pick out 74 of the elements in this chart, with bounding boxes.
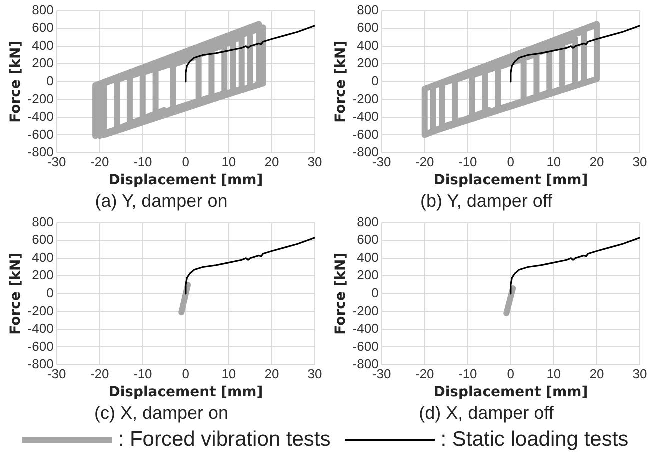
legend-label: : Static loading tests (440, 428, 629, 452)
legend-label: : Forced vibration tests (118, 428, 331, 452)
y-tick-label: 0 (372, 73, 379, 88)
y-tick-label: -400 (28, 321, 54, 336)
y-tick-label: -400 (352, 109, 379, 124)
x-tick-label: -20 (415, 366, 434, 382)
text: (c) X, damper on (94, 403, 229, 424)
x-tick-label: 20 (264, 366, 280, 382)
x-tick-label: 10 (546, 154, 562, 170)
y-tick-label: -200 (28, 303, 54, 318)
x-tick-label: 0 (182, 366, 190, 382)
x-tick-label: 30 (308, 154, 322, 170)
x-axis-title: Displacement [mm] (434, 384, 588, 401)
text: (b) Y, damper off (420, 191, 554, 212)
x-tick-label: -20 (90, 154, 110, 170)
x-tick-label: 20 (590, 366, 604, 382)
x-tick-label: 10 (222, 154, 236, 170)
y-tick-label: -800 (28, 144, 54, 160)
y-tick-label: 0 (46, 285, 54, 300)
x-tick-label: 10 (222, 366, 236, 382)
y-tick-label: 0 (372, 285, 379, 300)
y-axis-title: Force [kN] (333, 252, 350, 335)
x-tick-label: -10 (458, 366, 478, 382)
x-tick-label: 0 (507, 366, 515, 382)
x-axis-title: Displacement [mm] (108, 384, 264, 401)
y-tick-label: -600 (28, 126, 54, 142)
y-tick-label: 200 (357, 56, 379, 71)
y-tick-label: -600 (352, 338, 379, 354)
y-tick-label: 200 (32, 56, 54, 71)
y-tick-label: -600 (352, 126, 379, 142)
y-tick-label: -800 (352, 356, 379, 372)
y-tick-label: 800 (32, 2, 54, 18)
text: (a) Y, damper on (95, 191, 228, 212)
y-axis-title: Force [kN] (8, 40, 24, 123)
y-tick-label: 0 (46, 73, 54, 88)
y-tick-label: 600 (357, 232, 379, 248)
y-tick-label: 800 (32, 214, 54, 230)
x-tick-label: 30 (308, 366, 322, 382)
y-tick-label: -400 (352, 321, 379, 336)
x-tick-label: 30 (632, 366, 648, 382)
y-tick-label: -200 (352, 91, 379, 106)
y-tick-label: 800 (357, 214, 379, 230)
y-tick-label: 200 (32, 268, 54, 283)
y-tick-label: -400 (28, 109, 54, 124)
y-tick-label: -600 (28, 338, 54, 354)
y-axis-title: Force [kN] (333, 40, 350, 123)
x-tick-label: 0 (507, 154, 515, 170)
x-tick-label: -10 (133, 366, 152, 382)
x-tick-label: 0 (182, 154, 190, 170)
text: (d) X, damper off (419, 403, 555, 424)
y-axis-title: Force [kN] (8, 252, 24, 335)
x-tick-label: -10 (133, 154, 152, 170)
x-axis-title: Displacement [mm] (434, 172, 588, 189)
y-tick-label: 400 (32, 250, 54, 265)
x-tick-label: -20 (90, 366, 110, 382)
x-tick-label: 20 (590, 154, 604, 170)
y-tick-label: 400 (357, 38, 379, 53)
y-tick-label: 400 (32, 38, 54, 53)
x-axis-title: Displacement [mm] (108, 172, 264, 189)
x-tick-label: -10 (458, 154, 478, 170)
y-tick-label: 600 (357, 20, 379, 36)
y-tick-label: 800 (357, 2, 379, 18)
x-tick-label: 10 (546, 366, 562, 382)
y-tick-label: -800 (352, 144, 379, 160)
y-tick-label: -200 (28, 91, 54, 106)
y-tick-label: 200 (357, 268, 379, 283)
y-tick-label: -200 (352, 303, 379, 318)
y-tick-label: 400 (357, 250, 379, 265)
x-tick-label: 30 (632, 154, 648, 170)
x-tick-label: 20 (264, 154, 280, 170)
y-tick-label: 600 (32, 20, 54, 36)
x-tick-label: -20 (415, 154, 434, 170)
y-tick-label: -800 (28, 356, 54, 372)
y-tick-label: 600 (32, 232, 54, 248)
